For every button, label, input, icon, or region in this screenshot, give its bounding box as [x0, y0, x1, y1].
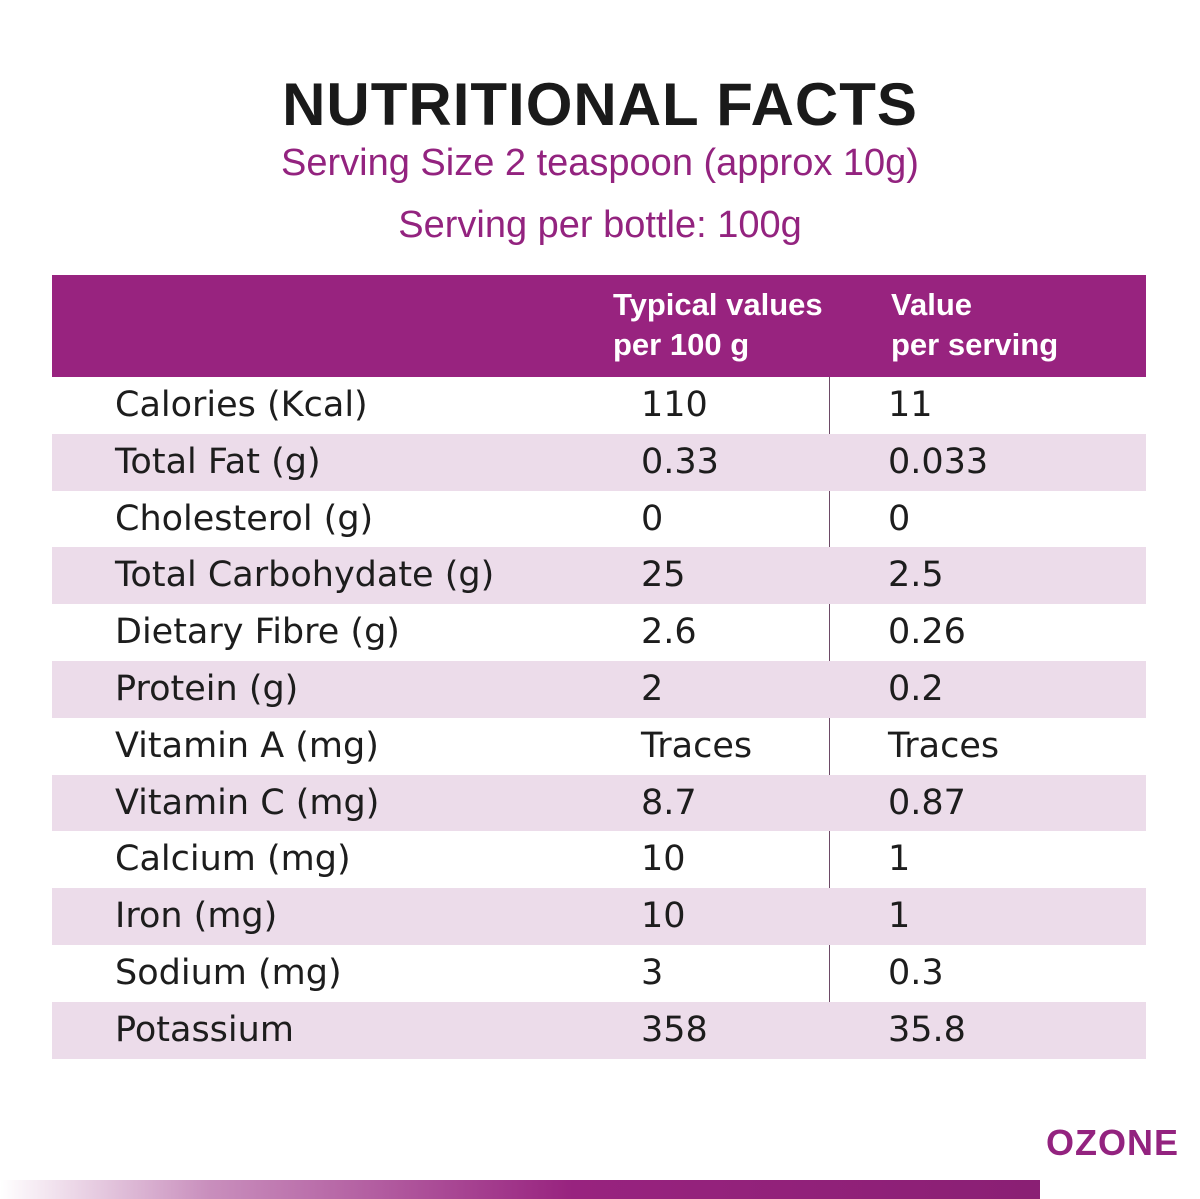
- header-value-line2: per serving: [891, 327, 1059, 362]
- table-row: Protein (g) 2 0.2: [52, 660, 1146, 718]
- nutrient-cell: Total Fat (g): [115, 441, 321, 482]
- serving-per-bottle: Serving per bottle: 100g: [398, 204, 802, 246]
- per-serving-cell: Traces: [888, 725, 1000, 766]
- per-100g-cell: 0.33: [641, 441, 719, 482]
- table-body: Calories (Kcal) 110 11 Total Fat (g) 0.33 0.0…: [52, 377, 1146, 1059]
- table-row: Cholesterol (g) 0 0: [52, 491, 1146, 548]
- nutrient-cell: Vitamin C (mg): [115, 782, 380, 823]
- table-row: Iron (mg) 10 1: [52, 888, 1146, 945]
- nutrient-cell: Cholesterol (g): [115, 498, 374, 539]
- header-typical-values: Typical values per 100 g: [613, 285, 873, 365]
- nutrient-cell: Vitamin A (mg): [115, 725, 379, 766]
- per-100g-cell: Traces: [641, 725, 753, 766]
- per-serving-cell: 0: [888, 498, 911, 539]
- per-serving-cell: 0.26: [888, 612, 966, 653]
- per-serving-cell: 1: [888, 896, 911, 937]
- nutrient-cell: Calcium (mg): [115, 839, 351, 880]
- per-serving-cell: 35.8: [888, 1009, 966, 1050]
- per-serving-cell: 0.2: [888, 668, 944, 709]
- table-row: Calcium (mg) 10 1: [52, 831, 1146, 888]
- table-row: Dietary Fibre (g) 2.6 0.26: [52, 604, 1146, 661]
- nutrient-cell: Sodium (mg): [115, 952, 342, 993]
- table-row: Sodium (mg) 3 0.3: [52, 945, 1146, 1002]
- page-title: NUTRITIONAL FACTS: [282, 71, 918, 138]
- header-typical-values-line2: per 100 g: [613, 327, 750, 362]
- per-serving-cell: 1: [888, 839, 911, 880]
- table-header: Typical values per 100 g Value per servi…: [52, 275, 1146, 377]
- header-typical-values-line1: Typical values: [613, 287, 823, 322]
- per-serving-cell: 0.3: [888, 952, 944, 993]
- table-row: Total Fat (g) 0.33 0.033: [52, 433, 1146, 491]
- nutrient-cell: Calories (Kcal): [115, 385, 368, 425]
- per-serving-cell: 0.87: [888, 782, 966, 823]
- per-serving-cell: 2.5: [888, 555, 944, 596]
- brand-logo: OZONE: [1046, 1122, 1180, 1163]
- nutrient-cell: Protein (g): [115, 668, 299, 709]
- serving-size: Serving Size 2 teaspoon (approx 10g): [281, 142, 919, 184]
- nutrient-cell: Dietary Fibre (g): [115, 612, 400, 653]
- table-row: Vitamin C (mg) 8.7 0.87: [52, 774, 1146, 832]
- table-row: Potassium 358 35.8: [52, 1001, 1146, 1059]
- nutrition-table: Typical values per 100 g Value per servi…: [52, 275, 1146, 1059]
- per-100g-cell: 0: [641, 498, 664, 539]
- header-value-line1: Value: [891, 287, 972, 322]
- nutrient-cell: Iron (mg): [115, 896, 278, 937]
- table-row: Total Carbohydate (g) 25 2.5: [52, 547, 1146, 605]
- header-value-per-serving: Value per serving: [891, 285, 1131, 365]
- per-100g-cell: 8.7: [641, 782, 697, 823]
- per-serving-cell: 11: [888, 385, 933, 425]
- nutrient-cell: Total Carbohydate (g): [115, 555, 495, 596]
- per-100g-cell: 25: [641, 555, 686, 596]
- per-100g-cell: 10: [641, 839, 686, 880]
- table-row: Vitamin A (mg) Traces Traces: [52, 718, 1146, 775]
- per-100g-cell: 10: [641, 896, 686, 937]
- per-100g-cell: 2.6: [641, 612, 697, 653]
- per-100g-cell: 358: [641, 1009, 708, 1050]
- per-100g-cell: 2: [641, 668, 664, 709]
- table-row: Calories (Kcal) 110 11: [52, 377, 1146, 434]
- column-divider: [829, 377, 830, 1059]
- per-100g-cell: 3: [641, 952, 664, 993]
- per-serving-cell: 0.033: [888, 441, 989, 482]
- nutrient-cell: Potassium: [115, 1009, 294, 1050]
- bottom-accent-bar: [0, 1180, 1040, 1199]
- per-100g-cell: 110: [641, 385, 708, 425]
